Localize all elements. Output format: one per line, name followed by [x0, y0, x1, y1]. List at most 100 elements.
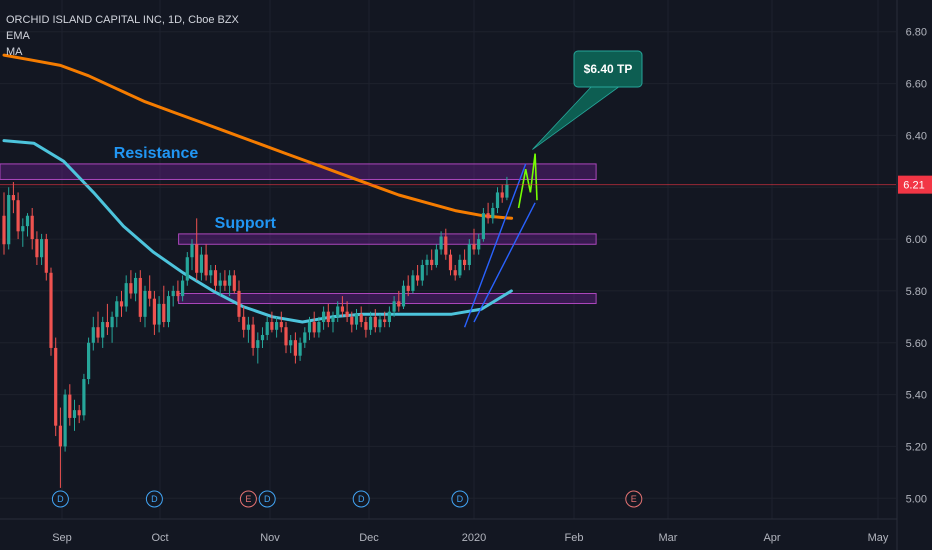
candle-body [232, 275, 236, 291]
candle-body [82, 379, 86, 416]
candle-body [40, 239, 44, 258]
candle-body [63, 394, 67, 447]
candle-body [44, 239, 48, 273]
candle-body [260, 334, 265, 341]
dividend-marker-label: D [457, 494, 464, 504]
candle-body [138, 277, 142, 317]
channel-line-lower [473, 202, 536, 323]
candle-body [430, 259, 434, 265]
candle-body [317, 322, 321, 333]
legend-ema[interactable]: EMA [6, 30, 30, 42]
candle-body [199, 254, 203, 273]
candle-body [401, 285, 406, 307]
earnings-marker [625, 490, 643, 508]
time-tick-label: Feb [565, 532, 584, 544]
time-tick-label: Apr [763, 532, 780, 544]
candle-body [176, 290, 180, 297]
candle-body [369, 316, 373, 330]
candle-body [166, 296, 171, 323]
price-tick-label: 6.60 [906, 79, 927, 91]
candle-body [54, 347, 58, 426]
candle-body [16, 200, 20, 232]
candle-body [284, 327, 288, 346]
candle-body [49, 272, 53, 348]
price-tick-label: 5.20 [906, 441, 927, 453]
candle-body [256, 340, 260, 348]
chart-title[interactable]: ORCHID ISLAND CAPITAL INC, 1D, Cboe BZX [6, 14, 239, 26]
tp-callout-text: $6.40 TP [584, 62, 633, 76]
candle-body [378, 319, 382, 328]
candle-body [340, 306, 344, 312]
dividend-marker-label: D [151, 494, 158, 504]
dividend-marker [145, 490, 163, 508]
candle-body [185, 257, 189, 281]
candle-body [434, 249, 438, 265]
earnings-marker-label: E [245, 494, 251, 504]
legend-ma[interactable]: MA [6, 46, 23, 58]
price-tick-label: 5.40 [906, 390, 927, 402]
candle-body [406, 285, 410, 291]
candle-body [345, 311, 349, 317]
candle-body [420, 265, 424, 281]
candle-body [322, 311, 326, 323]
candle-body [148, 290, 152, 299]
candle-body [289, 340, 293, 346]
projection-path [517, 153, 538, 209]
time-tick-label: Mar [659, 532, 678, 544]
candle-body [397, 301, 401, 307]
channel-line-upper [463, 163, 527, 328]
candle-body [171, 290, 175, 297]
price-tick-label: 6.80 [906, 27, 927, 39]
candle-body [279, 322, 283, 328]
candle-body [477, 239, 481, 250]
candle-body [129, 283, 133, 294]
candle-body [350, 316, 354, 325]
candle-body [134, 277, 138, 294]
candle-body [373, 316, 377, 328]
time-tick-label: Sep [52, 532, 72, 544]
candle-body [505, 184, 509, 198]
candle-body [157, 303, 161, 325]
candle-body [218, 280, 222, 286]
time-tick-label: Nov [260, 532, 280, 544]
candle-body [364, 322, 368, 330]
candle-body [486, 213, 490, 219]
time-tick-label: Oct [151, 532, 168, 544]
dividend-marker-label: D [57, 494, 64, 504]
zone-1 [0, 163, 597, 180]
candle-body [242, 316, 246, 330]
candle-body [72, 410, 77, 418]
dividend-marker [51, 490, 69, 508]
dividend-marker [258, 490, 276, 508]
candle-body [119, 301, 124, 307]
candle-body [453, 270, 457, 276]
tp-callout-box [573, 50, 643, 88]
candle-body [105, 322, 109, 328]
candle-body [190, 244, 194, 258]
candle-body [326, 311, 330, 323]
candle-body [495, 192, 500, 208]
candle-body [448, 254, 453, 271]
candle-body [35, 239, 39, 258]
price-tick-label: 6.00 [906, 234, 927, 246]
candle-body [21, 226, 25, 232]
candle-body [195, 244, 199, 273]
candle-body [383, 319, 387, 323]
candle-body [7, 195, 11, 245]
dividend-marker [352, 490, 370, 508]
ema-line [2, 53, 514, 220]
price-tick-label: 5.00 [906, 493, 927, 505]
zone-label-resistance: Resistance [114, 145, 199, 162]
candle-body [152, 298, 156, 325]
candle-body [58, 425, 62, 447]
candle-body [228, 275, 232, 286]
candle-body [336, 306, 340, 317]
candle-body [307, 322, 312, 333]
candle-body [110, 316, 114, 328]
candle-body [298, 342, 302, 356]
price-axis-panel [897, 0, 932, 550]
candle-body [444, 236, 448, 255]
